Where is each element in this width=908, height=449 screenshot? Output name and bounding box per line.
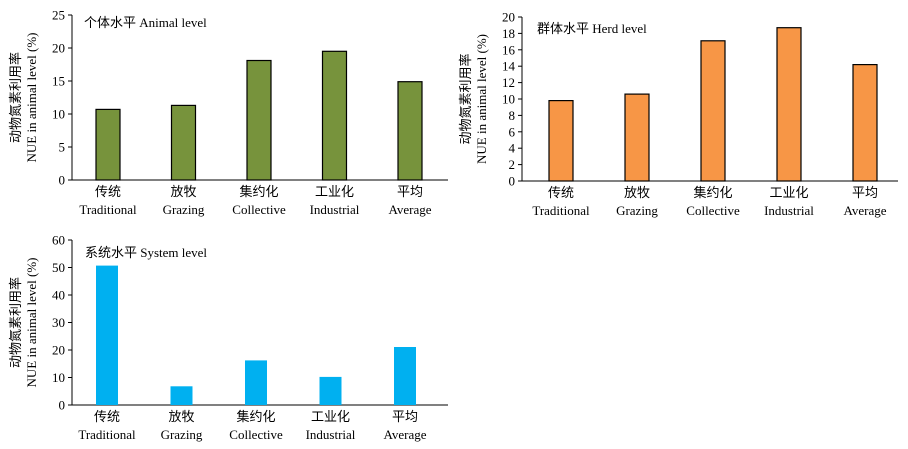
bar-grazing [624,93,650,182]
chart-title: 群体水平 Herd level [537,21,647,36]
bar-collective [700,40,726,182]
x-tick-label-en: Traditional [532,203,590,218]
y-tick-label: 4 [509,141,516,156]
bar-collective [245,360,267,405]
bar-industrial [321,50,348,181]
bar-industrial [319,376,342,405]
y-tick-label: 60 [52,233,65,248]
y-tick-label: 20 [502,10,515,25]
x-tick-label-cn: 集约化 [236,409,275,424]
y-axis-label-cn: 动物氮素利用率 [458,53,473,144]
x-tick-label-cn: 平均 [397,184,423,199]
bar-industrial [776,27,802,182]
bar-average [394,347,416,405]
x-tick-label-en: Average [388,202,431,217]
chart-panel-3: 0 10 20 30 40 50 60 传统 Traditional 放牧 Grazing 集约化 Co… [8,233,448,442]
y-tick-label: 50 [52,260,65,275]
x-tick-label-cn: 放牧 [170,184,196,199]
bar-collective [246,59,272,181]
x-tick-label-cn: 传统 [94,409,120,424]
y-tick-label: 0 [509,174,516,189]
x-tick-label-cn: 放牧 [624,185,650,200]
x-tick-label-cn: 平均 [852,185,878,200]
x-tick-label-cn: 集约化 [693,185,732,200]
bar-grazing [170,386,193,405]
chart-panel-1: 0 5 10 15 20 25 传统 Traditional 放牧 Grazing 集约化 Colle… [8,8,448,217]
y-tick-label: 10 [52,370,65,385]
x-tick-label-en: Collective [229,427,283,442]
x-tick-label-cn: 工业化 [315,184,354,199]
x-tick-label-en: Traditional [78,427,136,442]
x-tick-label-en: Industrial [764,203,814,218]
x-tick-label-en: Grazing [163,202,205,217]
x-tick-label-en: Collective [686,203,740,218]
x-tick-label-en: Grazing [616,203,658,218]
y-tick-label: 2 [509,157,516,172]
y-tick-label: 14 [502,59,516,74]
y-tick-label: 20 [52,41,65,56]
y-axis-label-cn: 动物氮素利用率 [8,277,23,368]
bar-average [397,81,423,181]
x-tick-label-en: Traditional [79,202,137,217]
x-tick-label-cn: 平均 [392,409,418,424]
y-tick-label: 5 [59,140,66,155]
x-tick-label-en: Grazing [161,427,203,442]
y-tick-label: 10 [52,107,65,122]
y-axis-label-en: NUE in animal level (%) [24,258,39,388]
y-tick-label: 15 [52,74,65,89]
y-axis-label-cn: 动物氮素利用率 [8,52,23,143]
y-tick-label: 6 [509,124,516,139]
x-tick-label-en: Collective [232,202,286,217]
y-tick-label: 20 [52,343,65,358]
x-tick-label-cn: 工业化 [311,409,350,424]
y-tick-label: 0 [59,173,66,188]
x-tick-label-en: Industrial [310,202,360,217]
x-tick-label-en: Average [383,427,426,442]
bar-traditional [96,265,118,405]
y-axis-label-en: NUE in animal level (%) [24,33,39,163]
x-tick-label-cn: 传统 [548,185,574,200]
y-tick-label: 40 [52,288,65,303]
x-tick-label-en: Average [843,203,886,218]
y-axis-label-en: NUE in animal level (%) [474,34,489,164]
y-tick-label: 12 [502,75,515,90]
bar-traditional [95,108,121,181]
y-tick-label: 30 [52,315,65,330]
y-tick-label: 18 [502,26,515,41]
x-tick-label-cn: 传统 [95,184,121,199]
y-tick-label: 0 [59,398,66,413]
chart-title: 系统水平 System level [85,245,207,260]
y-tick-label: 8 [509,108,516,123]
bar-average [852,63,878,182]
x-tick-label-cn: 放牧 [168,409,194,424]
y-tick-label: 25 [52,8,65,23]
x-tick-label-en: Industrial [306,427,356,442]
x-tick-label-cn: 集约化 [239,184,278,199]
y-tick-label: 16 [502,42,516,57]
y-tick-label: 10 [502,92,515,107]
chart-title: 个体水平 Animal level [84,15,207,30]
bar-traditional [548,99,574,182]
x-tick-label-cn: 工业化 [769,185,808,200]
bar-grazing [170,104,197,181]
